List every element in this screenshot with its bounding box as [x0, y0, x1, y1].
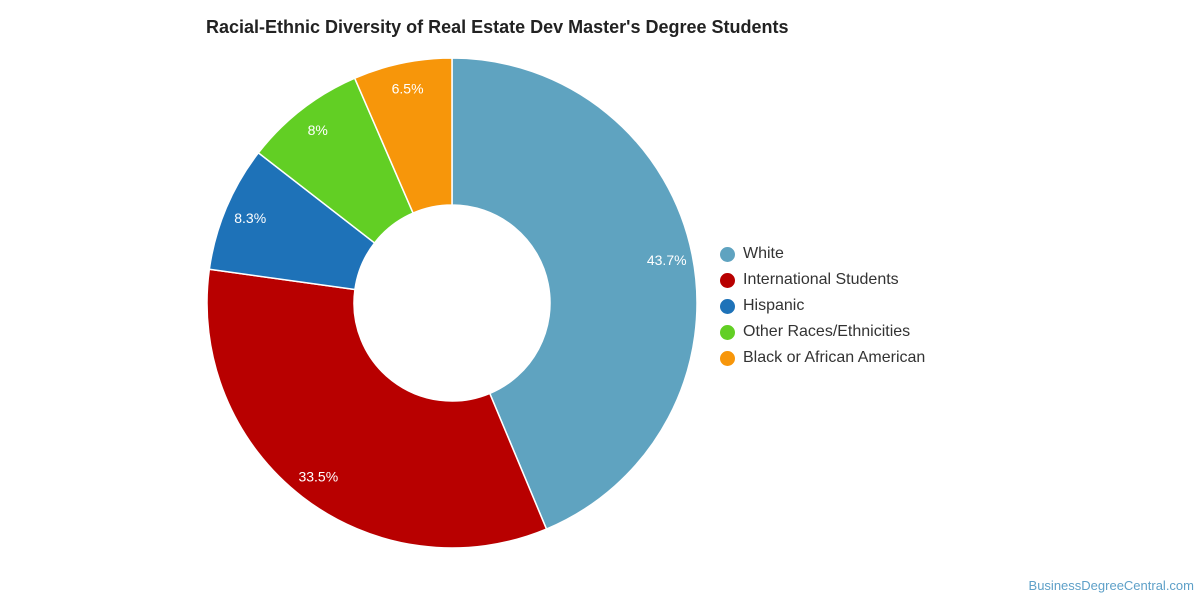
legend-label-1: International Students: [743, 271, 899, 288]
legend-swatch-2: [720, 298, 735, 314]
legend-label-0: White: [743, 245, 784, 262]
slice-1: [206, 268, 548, 549]
legend-swatch-1: [720, 272, 735, 288]
legend-item-1[interactable]: International Students: [720, 267, 925, 293]
watermark: BusinessDegreeCentral.com: [1028, 578, 1194, 593]
legend-label-2: Hispanic: [743, 297, 805, 314]
slice-label-3: 8%: [308, 122, 328, 138]
chart-legend: White International Students Hispanic Other…: [720, 241, 925, 371]
legend-item-2[interactable]: Hispanic: [720, 293, 925, 319]
slice-4: [353, 57, 453, 215]
slice-label-0: 43.7%: [647, 252, 687, 268]
legend-item-4[interactable]: Black or African American: [720, 345, 925, 371]
chart-slice-labels: 43.7% 33.5% 8.3% 8% 6.5%: [234, 81, 686, 485]
legend-item-0[interactable]: White: [720, 241, 925, 267]
legend-label-3: Other Races/Ethnicities: [743, 323, 911, 340]
legend-swatch-3: [720, 324, 735, 340]
slice-label-1: 33.5%: [298, 468, 338, 484]
legend-swatch-4: [720, 350, 735, 366]
legend-label-4: Black or African American: [743, 349, 926, 366]
chart-title: Racial-Ethnic Diversity of Real Estate D…: [206, 17, 789, 37]
slice-label-4: 6.5%: [392, 81, 424, 97]
legend-item-3[interactable]: Other Races/Ethnicities: [720, 319, 925, 345]
slice-0: [451, 57, 698, 531]
slice-label-2: 8.3%: [234, 210, 266, 226]
legend-swatch-0: [720, 246, 735, 262]
chart-slices: [206, 57, 698, 549]
